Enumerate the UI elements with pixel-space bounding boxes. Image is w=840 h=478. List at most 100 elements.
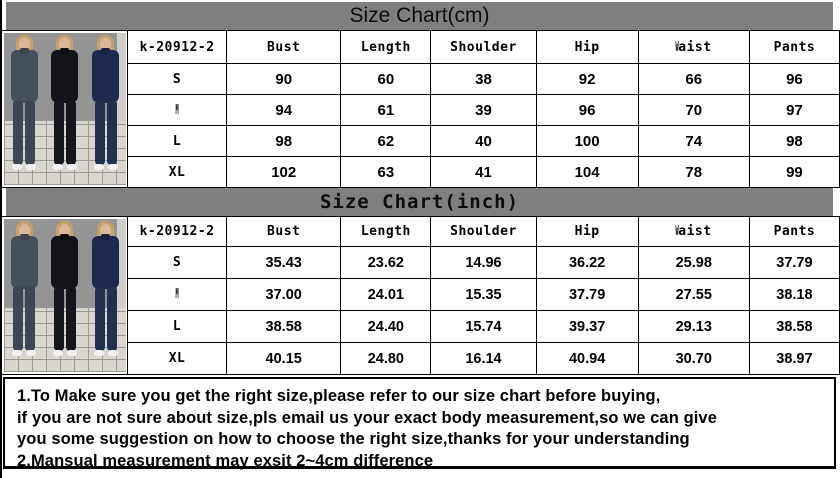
product-code-cell: k-20912-2 xyxy=(126,216,228,247)
value-cell: 74 xyxy=(637,125,750,157)
column-header: Length xyxy=(340,216,432,247)
value-cell: 24.01 xyxy=(340,278,432,311)
value-cell: 39 xyxy=(430,94,537,126)
value-cell: 61 xyxy=(340,94,432,126)
value-cell: 25.98 xyxy=(637,246,750,279)
value-cell: 60 xyxy=(340,63,432,95)
value-cell: 37.79 xyxy=(748,246,840,279)
size-chart-inch-table: k-20912-2 Bust Length Shoulder Hip Waist Pants… xyxy=(126,216,840,375)
note-line: 1.To Make sure you get the right size,pl… xyxy=(17,387,661,405)
value-cell: 38.58 xyxy=(226,310,342,343)
table-header-row: k-20912-2 Bust Length Shoulder Hip Waist Pants xyxy=(126,216,840,247)
value-cell: 37.79 xyxy=(535,278,639,311)
value-cell: 24.80 xyxy=(340,342,432,375)
doorframe-decor xyxy=(117,219,126,327)
value-cell: 99 xyxy=(748,156,840,188)
value-cell: 102 xyxy=(226,156,342,188)
model-figure-black xyxy=(47,35,83,185)
note-line: you some suggestion on how to choose the… xyxy=(17,430,690,448)
value-cell: 94 xyxy=(226,94,342,126)
value-cell: 29.13 xyxy=(637,310,750,343)
sizing-notes-box: 1.To Make sure you get the right size,pl… xyxy=(3,377,836,470)
model-figure-navy xyxy=(88,221,124,372)
size-label: S xyxy=(126,246,228,279)
value-cell: 40 xyxy=(430,125,537,157)
product-photo-scene xyxy=(4,219,126,372)
column-header: Bust xyxy=(226,216,342,247)
value-cell: 70 xyxy=(637,94,750,126)
product-photo-scene xyxy=(4,33,126,185)
table-header-row: k-20912-2 Bust Length Shoulder Hip Waist Pants xyxy=(126,30,840,64)
column-header: Bust xyxy=(226,30,342,64)
size-label: L xyxy=(126,310,228,343)
size-label: L xyxy=(126,125,228,157)
product-code-cell: k-20912-2 xyxy=(126,30,228,64)
value-cell: 24.40 xyxy=(340,310,432,343)
value-cell: 100 xyxy=(535,125,639,157)
value-cell: 16.14 xyxy=(430,342,537,375)
value-cell: 39.37 xyxy=(535,310,639,343)
size-row: L 38.58 24.40 15.74 39.37 29.13 38.58 xyxy=(126,310,840,343)
size-label: S xyxy=(126,63,228,95)
size-label: XL xyxy=(126,342,228,375)
size-label: M xyxy=(126,94,228,126)
size-row: XL 102 63 41 104 78 99 xyxy=(126,156,840,188)
models-group xyxy=(4,221,126,372)
column-header: Length xyxy=(340,30,432,64)
value-cell: 38.97 xyxy=(748,342,840,375)
size-chart-cm-title-bar: Size Chart(cm) xyxy=(6,2,833,30)
inch-section: k-20912-2 Bust Length Shoulder Hip Waist Pants… xyxy=(2,216,840,375)
value-cell: 27.55 xyxy=(637,278,750,311)
column-header: Waist xyxy=(637,30,750,64)
product-photo-inch xyxy=(2,216,127,375)
size-row: L 98 62 40 100 74 98 xyxy=(126,125,840,157)
model-figure-gray xyxy=(6,221,42,372)
column-header: Pants xyxy=(748,216,840,247)
doorframe-decor xyxy=(117,33,126,140)
value-cell: 92 xyxy=(535,63,639,95)
note-line: 2.Mansual measurement may exsit 2~4cm di… xyxy=(17,451,434,470)
value-cell: 98 xyxy=(226,125,342,157)
column-header: Hip xyxy=(535,216,639,247)
size-label: XL xyxy=(126,156,228,188)
column-header: Hip xyxy=(535,30,639,64)
value-cell: 35.43 xyxy=(226,246,342,279)
value-cell: 38.18 xyxy=(748,278,840,311)
column-header: Shoulder xyxy=(430,216,537,247)
size-row: XL 40.15 24.80 16.14 40.94 30.70 38.97 xyxy=(126,342,840,375)
value-cell: 90 xyxy=(226,63,342,95)
model-figure-gray xyxy=(6,35,42,185)
column-header: Waist xyxy=(637,216,750,247)
value-cell: 66 xyxy=(637,63,750,95)
size-chart-inch-title-bar: Size Chart(inch) xyxy=(6,188,833,216)
size-row: M 94 61 39 96 70 97 xyxy=(126,94,840,126)
model-figure-navy xyxy=(88,35,124,185)
value-cell: 41 xyxy=(430,156,537,188)
size-chart-cm-table: k-20912-2 Bust Length Shoulder Hip Waist Pants… xyxy=(126,30,840,188)
value-cell: 36.22 xyxy=(535,246,639,279)
value-cell: 38.58 xyxy=(748,310,840,343)
value-cell: 78 xyxy=(637,156,750,188)
value-cell: 14.96 xyxy=(430,246,537,279)
value-cell: 23.62 xyxy=(340,246,432,279)
model-figure-black xyxy=(47,221,83,372)
value-cell: 96 xyxy=(535,94,639,126)
value-cell: 15.35 xyxy=(430,278,537,311)
value-cell: 40.15 xyxy=(226,342,342,375)
value-cell: 98 xyxy=(748,125,840,157)
size-row: M 37.00 24.01 15.35 37.79 27.55 38.18 xyxy=(126,278,840,311)
column-header: Shoulder xyxy=(430,30,537,64)
value-cell: 37.00 xyxy=(226,278,342,311)
value-cell: 97 xyxy=(748,94,840,126)
value-cell: 15.74 xyxy=(430,310,537,343)
tiled-floor-decor xyxy=(4,307,126,372)
value-cell: 104 xyxy=(535,156,639,188)
models-group xyxy=(4,35,126,185)
value-cell: 30.70 xyxy=(637,342,750,375)
note-line: if you are not sure about size,pls email… xyxy=(17,408,717,427)
size-chart-inch-title: Size Chart(inch) xyxy=(319,191,520,213)
size-chart-cm-title: Size Chart(cm) xyxy=(349,4,490,27)
value-cell: 63 xyxy=(340,156,432,188)
value-cell: 62 xyxy=(340,125,432,157)
